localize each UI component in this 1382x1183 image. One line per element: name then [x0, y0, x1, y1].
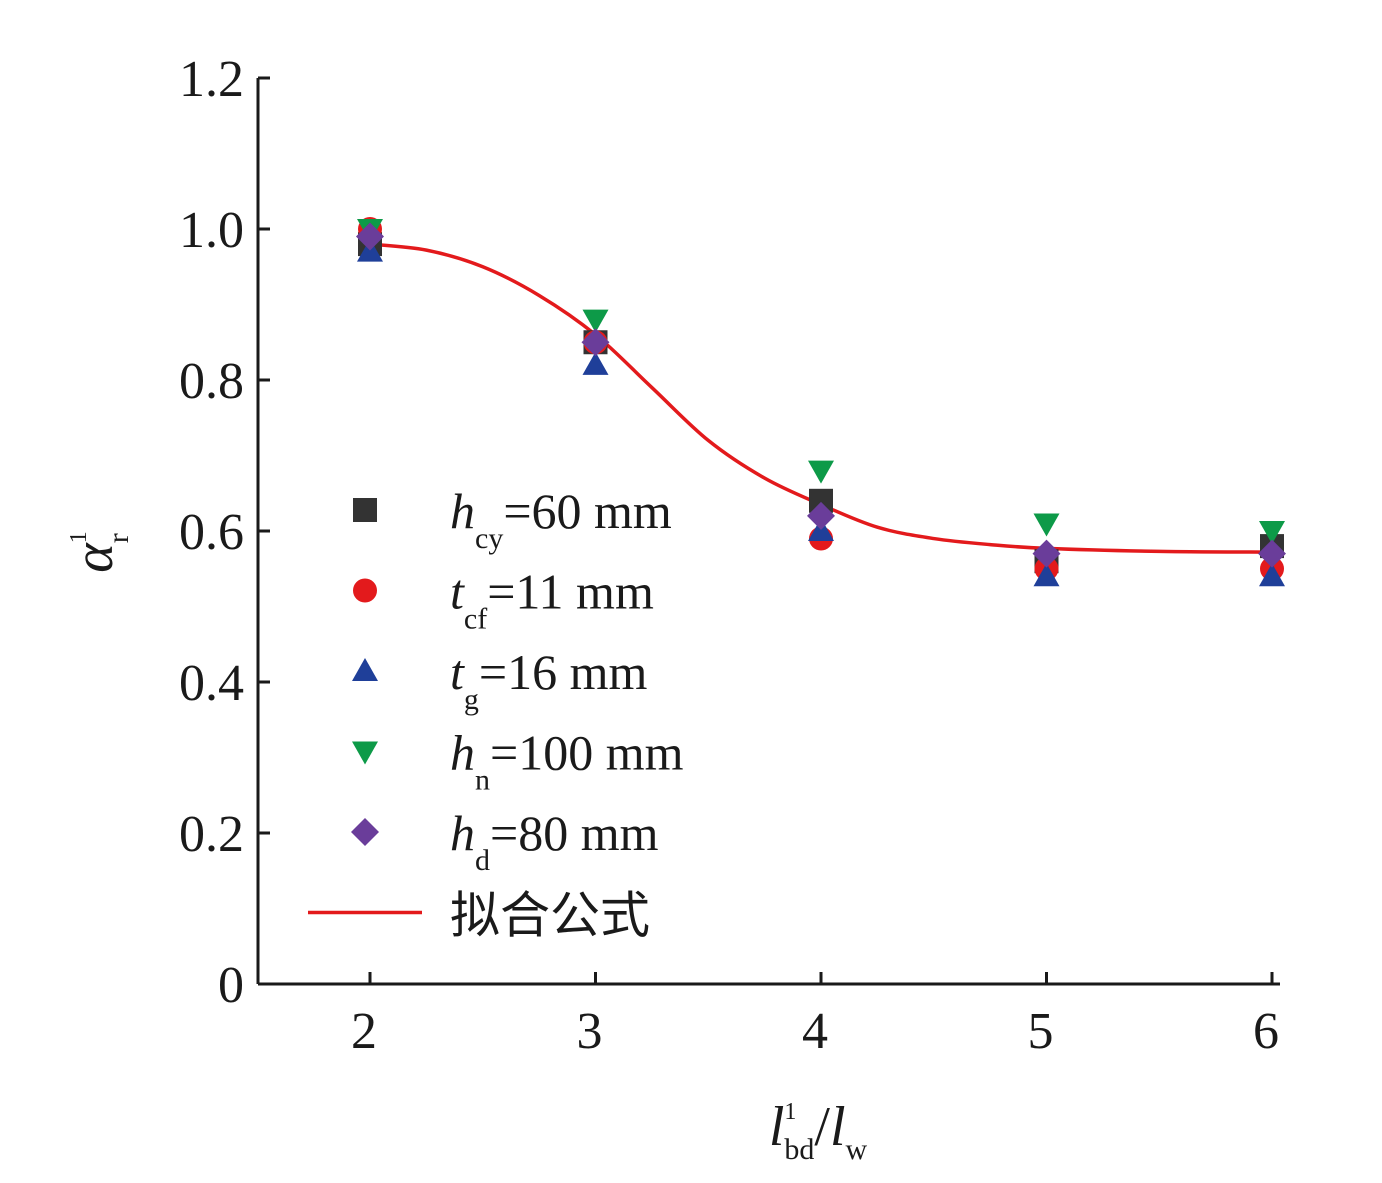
x-label-sub2: w: [846, 1133, 868, 1166]
y-tick-label: 0.8: [179, 353, 244, 410]
y-label-sub: r: [102, 533, 135, 543]
legend-subscript: cy: [475, 522, 503, 555]
legend-marker: [351, 818, 379, 846]
data-point: [808, 460, 834, 484]
data-point: [582, 351, 609, 375]
legend-subscript: n: [475, 764, 490, 797]
x-label-sub: bd: [784, 1133, 814, 1166]
legend-label: hn=100 mm: [450, 725, 684, 797]
legend-label: hcy=60 mm: [450, 483, 672, 555]
data-point: [1258, 539, 1286, 568]
legend-value: =100 mm: [490, 725, 684, 781]
legend-label: tcf=11 mm: [450, 564, 654, 636]
legend-subscript: g: [464, 683, 479, 716]
legend-symbol: h: [450, 725, 475, 781]
data-markers: [356, 217, 1286, 587]
data-point: [1259, 521, 1285, 544]
x-label-base: l: [769, 1096, 785, 1158]
legend-label: hd=80 mm: [450, 805, 659, 877]
data-point: [582, 309, 609, 333]
legend-symbol: h: [450, 805, 475, 861]
y-axis-label: α1 r: [63, 531, 135, 572]
x-label-sep: /: [814, 1096, 830, 1158]
legend-subscript: cf: [464, 603, 487, 636]
data-point: [1033, 513, 1060, 537]
legend-subscript: d: [475, 844, 490, 877]
x-tick-label: 3: [577, 1003, 603, 1060]
y-tick-label: 0: [218, 957, 244, 1014]
x-label-sup: 1: [784, 1099, 796, 1125]
data-point: [581, 328, 610, 357]
legend-marker: [353, 498, 377, 522]
data-point: [356, 222, 384, 251]
x-tick-label: 4: [802, 1003, 828, 1060]
y-ticks: 0 0.2 0.4 0.6 0.8 1.0 1.2: [179, 51, 270, 1014]
y-tick-label: 0.4: [179, 655, 244, 712]
x-label-base2: l: [830, 1096, 846, 1158]
y-label-sup: 1: [66, 531, 92, 543]
legend-value: =60 mm: [503, 483, 672, 539]
x-tick-label: 2: [351, 1003, 377, 1060]
legend-symbol: h: [450, 483, 475, 539]
data-point: [807, 501, 835, 530]
data-point: [1033, 563, 1060, 587]
legend-value: =80 mm: [490, 805, 659, 861]
y-tick-label: 1.2: [179, 51, 244, 108]
legend-symbol: t: [450, 644, 465, 700]
legend-value: =11 mm: [487, 564, 654, 620]
legend-symbol: t: [450, 564, 465, 620]
y-label-base: α: [63, 542, 125, 573]
legend-fit-label: 拟合公式: [450, 888, 650, 944]
y-tick-label: 0.2: [179, 806, 244, 863]
legend-value: =16 mm: [479, 644, 648, 700]
legend-label: tg=16 mm: [450, 644, 647, 716]
legend-marker: [352, 658, 378, 681]
legend-marker: [353, 578, 377, 603]
y-tick-label: 0.6: [179, 504, 244, 561]
legend-marker: [352, 741, 378, 765]
y-tick-label: 1.0: [179, 202, 244, 259]
data-point: [1032, 539, 1061, 568]
x-tick-label: 6: [1253, 1003, 1279, 1060]
axes: [256, 78, 1280, 986]
x-ticks: 2 3 4 5 6: [351, 972, 1279, 1060]
data-point: [1259, 563, 1285, 587]
x-axis-label: l1 bd/lw: [769, 1096, 868, 1166]
x-tick-label: 5: [1028, 1003, 1054, 1060]
